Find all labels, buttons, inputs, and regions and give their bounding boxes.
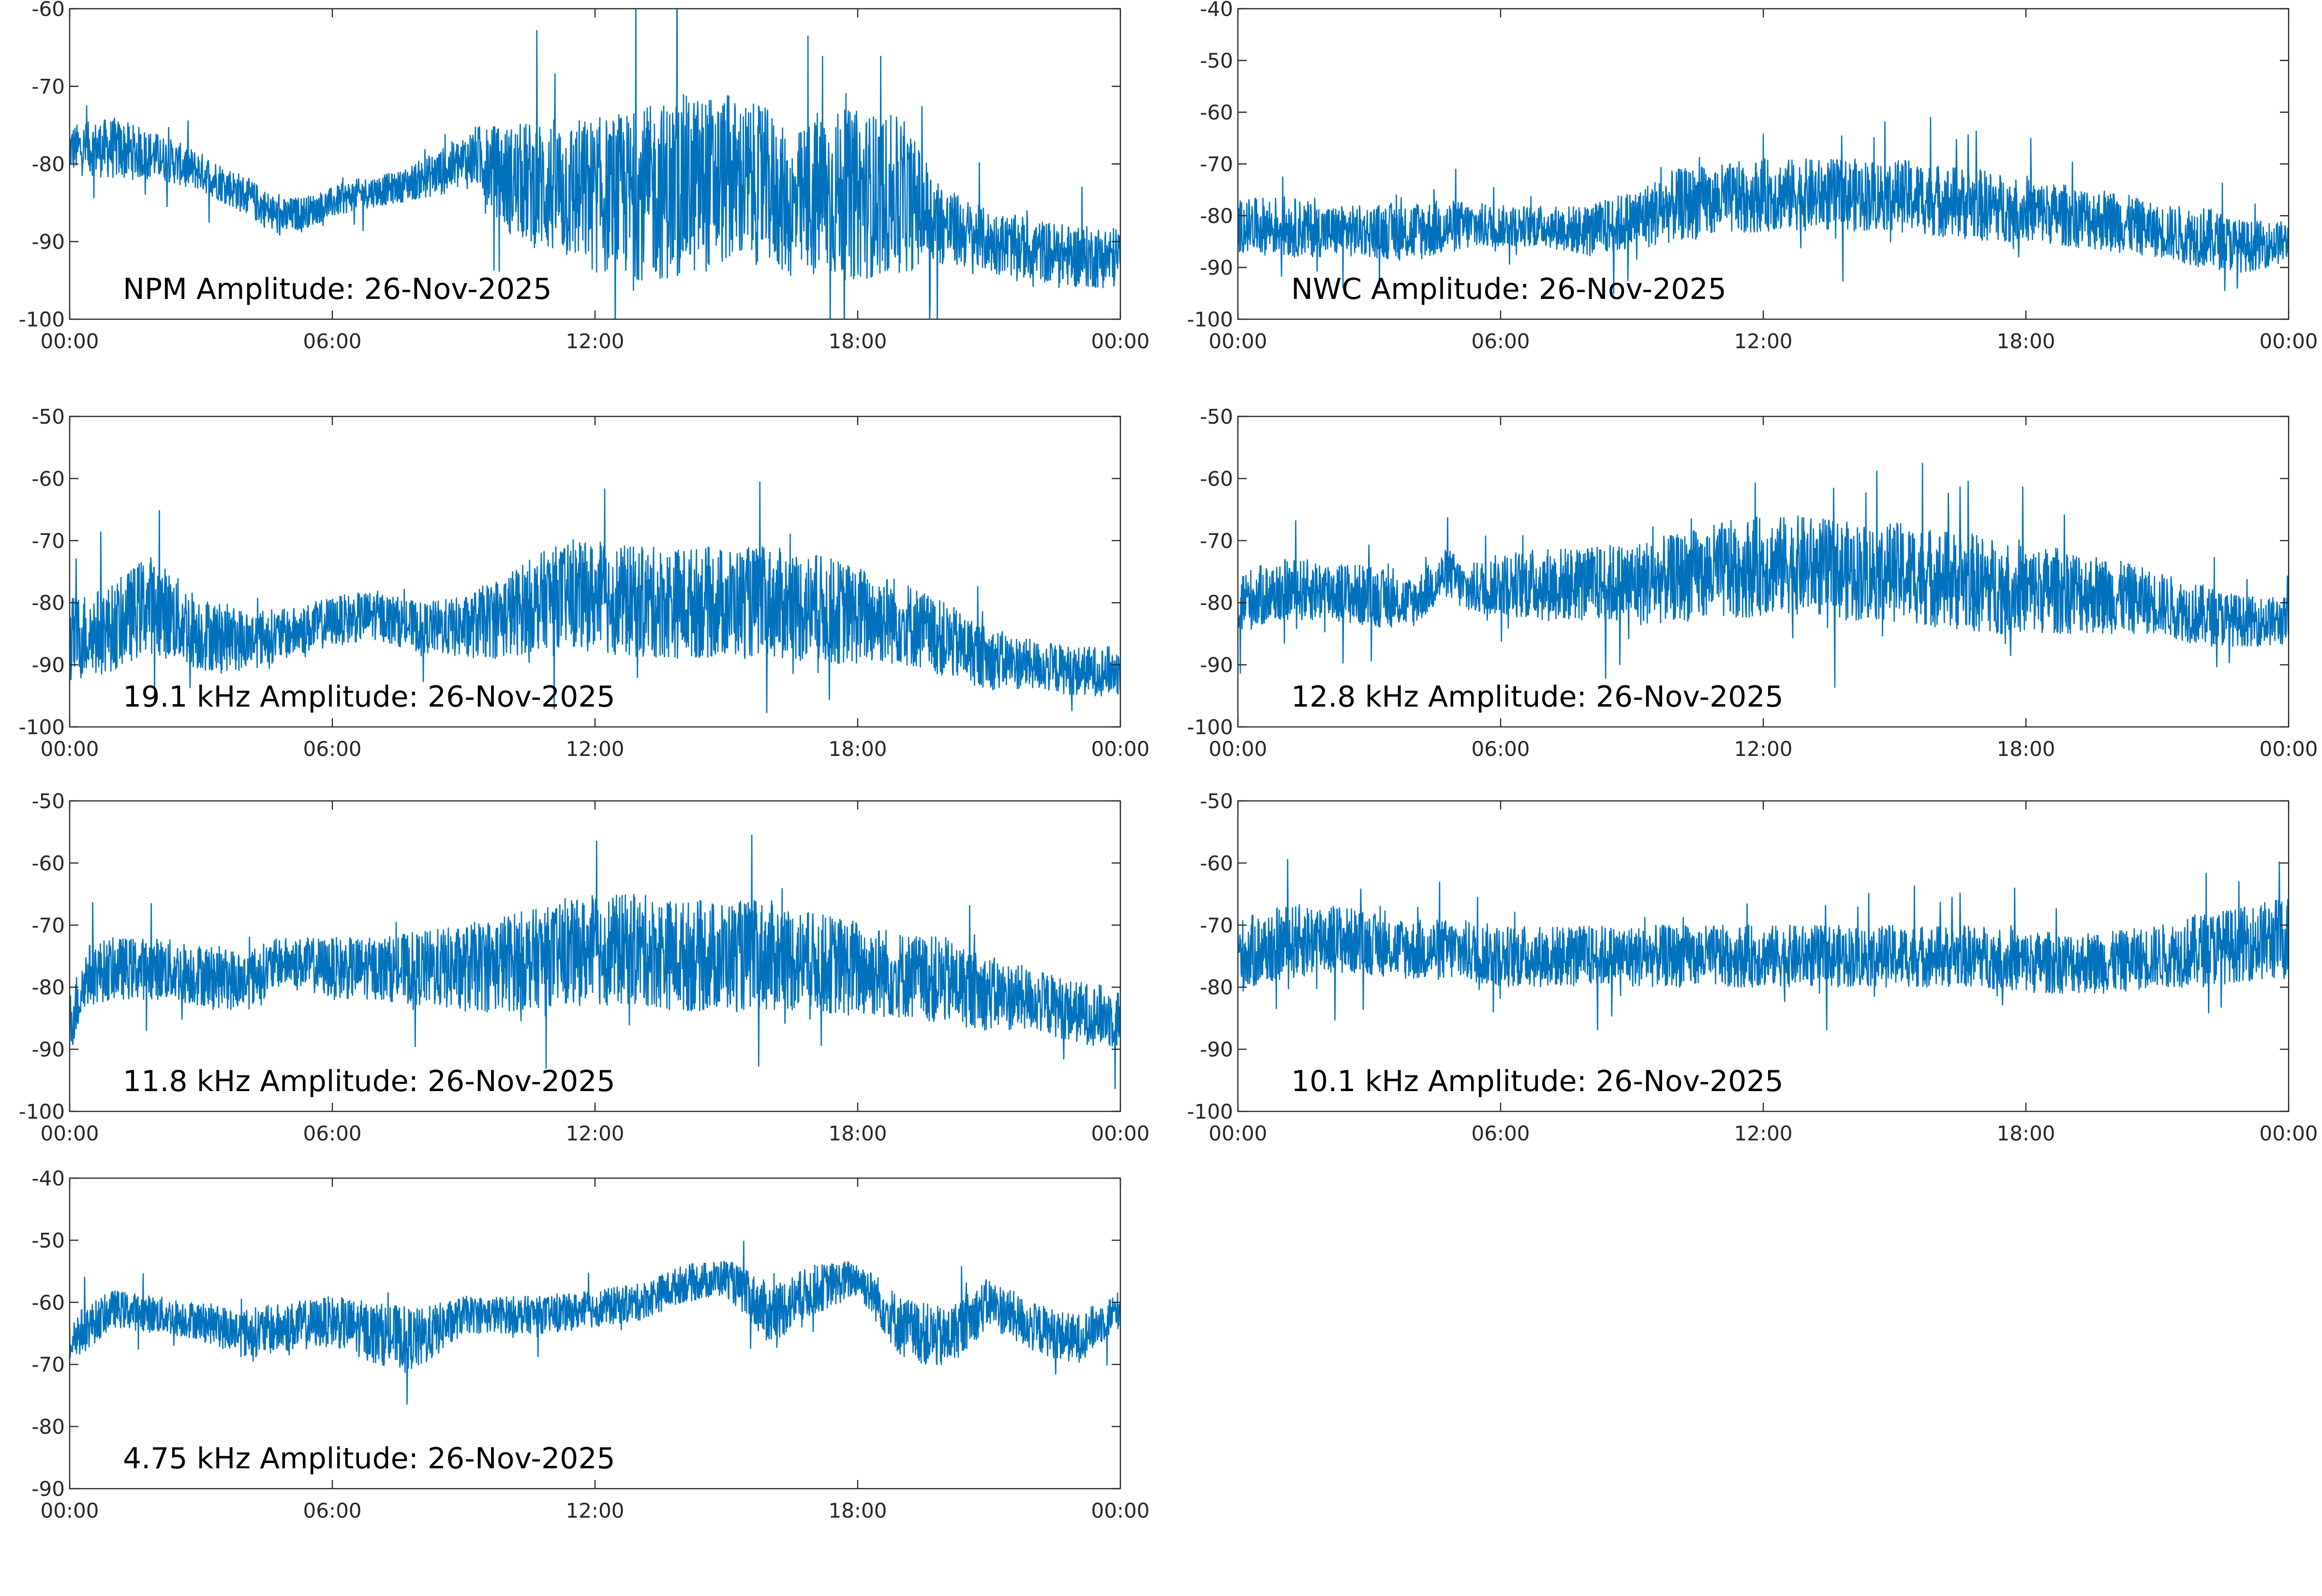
y-tick-label: -70 [31, 914, 65, 937]
panel-title: 4.75 kHz Amplitude: 26-Nov-2025 [123, 1442, 615, 1476]
series-line-6-1 [1238, 858, 2289, 1031]
x-tick-label: 00:00 [40, 737, 99, 761]
x-tick-label: 12:00 [1734, 737, 1792, 761]
y-tick-label: -60 [31, 851, 65, 875]
x-tick-label: 12:00 [566, 1122, 624, 1145]
y-tick-label: -80 [1200, 591, 1233, 615]
x-tick-label: 06:00 [1471, 1122, 1530, 1145]
series-line-3-1 [70, 481, 1120, 713]
x-tick-label: 12:00 [566, 1499, 624, 1522]
y-tick-label: -90 [1200, 256, 1233, 280]
x-tick-label: 06:00 [303, 329, 361, 353]
x-tick-label: 12:00 [1734, 1122, 1792, 1145]
x-tick-label: 18:00 [1996, 1122, 2055, 1145]
panel-title: NPM Amplitude: 26-Nov-2025 [123, 272, 552, 306]
y-tick-label: -100 [19, 308, 65, 331]
x-tick-label: 00:00 [2259, 1122, 2318, 1145]
x-tick-label: 00:00 [1208, 1122, 1267, 1145]
y-tick-label: -80 [1200, 975, 1233, 999]
panel-title: 19.1 kHz Amplitude: 26-Nov-2025 [123, 680, 615, 714]
panel-title: 11.8 kHz Amplitude: 26-Nov-2025 [123, 1064, 615, 1098]
series-line-1-1 [70, 9, 1120, 319]
x-tick-label: 18:00 [1996, 737, 2055, 761]
x-tick-label: 06:00 [303, 1499, 361, 1522]
y-tick-label: -60 [31, 0, 65, 21]
y-tick-label: -80 [31, 591, 65, 615]
y-tick-label: -60 [1200, 101, 1233, 124]
x-tick-label: 00:00 [40, 329, 99, 353]
y-tick-label: -70 [1200, 152, 1233, 176]
x-tick-label: 00:00 [40, 1122, 99, 1145]
y-tick-label: -70 [1200, 914, 1233, 937]
x-tick-label: 18:00 [828, 737, 887, 761]
y-tick-label: -90 [31, 653, 65, 677]
y-tick-label: -70 [31, 1353, 65, 1376]
y-tick-label: -100 [19, 1100, 65, 1123]
panel-title: 10.1 kHz Amplitude: 26-Nov-2025 [1291, 1064, 1784, 1098]
x-tick-label: 00:00 [1091, 329, 1149, 353]
y-tick-label: -50 [1200, 789, 1233, 813]
y-tick-label: -90 [31, 1038, 65, 1062]
y-tick-label: -90 [1200, 1038, 1233, 1062]
x-tick-label: 00:00 [1208, 737, 1267, 761]
y-tick-label: -80 [1200, 204, 1233, 228]
y-tick-label: -100 [19, 715, 65, 739]
x-tick-label: 12:00 [566, 737, 624, 761]
x-tick-label: 00:00 [1091, 1122, 1149, 1145]
x-tick-label: 18:00 [1996, 329, 2055, 353]
y-tick-label: -60 [31, 1291, 65, 1315]
x-tick-label: 18:00 [828, 329, 887, 353]
x-tick-label: 00:00 [1091, 737, 1149, 761]
x-tick-label: 00:00 [1091, 1499, 1149, 1522]
y-tick-label: -60 [1200, 467, 1233, 490]
x-tick-label: 12:00 [1734, 329, 1792, 353]
x-tick-label: 12:00 [566, 329, 624, 353]
x-tick-label: 00:00 [2259, 737, 2318, 761]
y-tick-label: -100 [1187, 1100, 1233, 1123]
series-line-5-1 [70, 835, 1120, 1089]
y-tick-label: -80 [31, 1415, 65, 1439]
series-line-7-1 [70, 1241, 1120, 1405]
y-tick-label: -100 [1187, 715, 1233, 739]
y-tick-label: -100 [1187, 308, 1233, 331]
x-tick-label: 06:00 [303, 1122, 361, 1145]
y-tick-label: -90 [1200, 653, 1233, 677]
y-tick-label: -80 [31, 975, 65, 999]
panel-title: NWC Amplitude: 26-Nov-2025 [1291, 272, 1727, 306]
y-tick-label: -60 [31, 467, 65, 490]
y-tick-label: -50 [1200, 405, 1233, 429]
y-tick-label: -90 [31, 1477, 65, 1501]
y-tick-label: -50 [31, 1228, 65, 1252]
x-tick-label: 18:00 [828, 1499, 887, 1522]
y-tick-label: -70 [31, 75, 65, 99]
y-tick-label: -50 [31, 405, 65, 429]
x-tick-label: 18:00 [828, 1122, 887, 1145]
y-tick-label: -80 [31, 152, 65, 176]
y-tick-label: -70 [31, 529, 65, 553]
x-tick-label: 06:00 [1471, 329, 1530, 353]
y-tick-label: -50 [1200, 49, 1233, 73]
x-tick-label: 00:00 [2259, 329, 2318, 353]
y-tick-label: -40 [31, 1167, 65, 1190]
series-line-4-1 [1238, 463, 2289, 688]
x-tick-label: 06:00 [1471, 737, 1530, 761]
x-tick-label: 06:00 [303, 737, 361, 761]
y-tick-label: -50 [31, 789, 65, 813]
panel-title: 12.8 kHz Amplitude: 26-Nov-2025 [1291, 680, 1784, 714]
y-tick-label: -70 [1200, 529, 1233, 553]
y-tick-label: -40 [1200, 0, 1233, 21]
series-line-2-1 [1238, 117, 2289, 295]
y-tick-label: -90 [31, 230, 65, 254]
x-tick-label: 00:00 [40, 1499, 99, 1522]
y-tick-label: -60 [1200, 851, 1233, 875]
x-tick-label: 00:00 [1208, 329, 1267, 353]
